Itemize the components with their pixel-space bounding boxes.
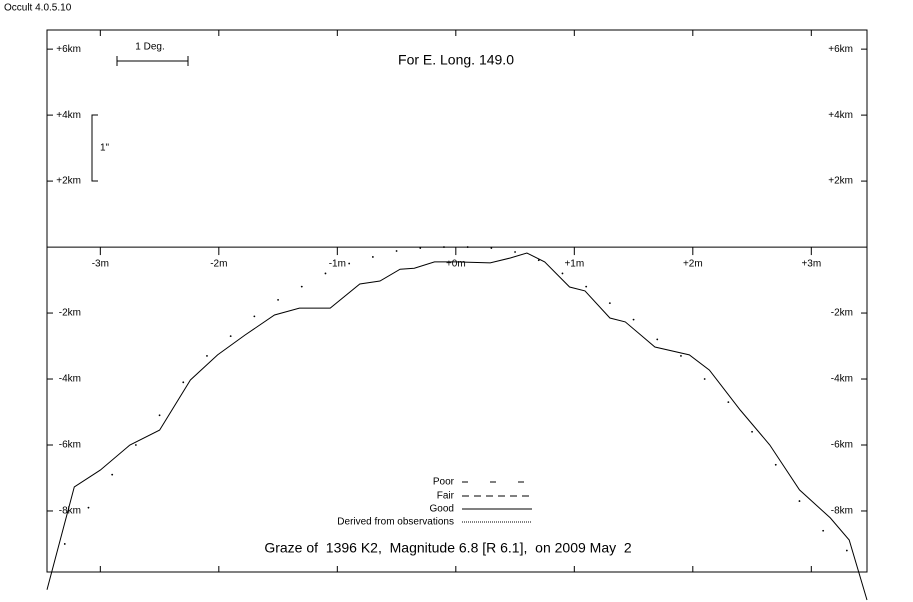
y-tick-label: -4km — [59, 374, 81, 385]
profile-dot — [300, 285, 303, 288]
profile-dot — [419, 247, 422, 249]
legend: Poor Fair Good Derived from observations — [337, 477, 532, 528]
profile-dot — [87, 506, 90, 509]
profile-dot — [134, 444, 137, 446]
y-tick-label: +6km — [828, 44, 853, 55]
profile-dot — [490, 247, 493, 249]
x-tick-label: -2m — [210, 259, 227, 270]
profile-dot — [561, 272, 564, 275]
profile-dot — [514, 251, 516, 253]
y-tick-label: -2km — [59, 308, 81, 319]
profile-dot — [845, 549, 848, 552]
profile-dot — [229, 335, 232, 338]
profile-dot — [395, 250, 398, 252]
profile-dot — [443, 246, 445, 248]
profile-dot — [206, 355, 208, 357]
y-tick-label: +2km — [56, 176, 81, 187]
y-tick-label: -8km — [831, 506, 853, 517]
profile-dot — [608, 302, 611, 305]
profile-dot — [371, 256, 374, 258]
y-tick-label: +4km — [828, 110, 853, 121]
profile-dot — [253, 315, 256, 318]
profile-dot — [680, 355, 682, 357]
profile-dot — [182, 381, 185, 384]
legend-label: Derived from observations — [337, 517, 454, 528]
legend-label: Poor — [433, 477, 455, 488]
scale-bracket-label: 1" — [100, 143, 110, 154]
profile-dot — [158, 414, 161, 417]
profile-dot — [727, 401, 730, 404]
chart-title: For E. Long. 149.0 — [398, 52, 514, 68]
profile-dot — [774, 463, 777, 466]
app-title: Occult 4.0.5.10 — [4, 3, 72, 14]
profile-dot — [703, 378, 706, 380]
legend-label: Good — [430, 504, 454, 515]
x-tick-label: +2m — [683, 259, 703, 270]
profile-dot — [324, 272, 327, 275]
y-tick-label: -2km — [831, 308, 853, 319]
y-tick-label: +4km — [56, 110, 81, 121]
profile-line — [46, 252, 868, 601]
y-tick-label: -6km — [59, 440, 81, 451]
x-tick-label: -3m — [92, 259, 109, 270]
profile-dot — [798, 500, 801, 502]
scale-bracket — [91, 114, 98, 182]
legend-label: Fair — [437, 491, 455, 502]
y-tick-label: -8km — [59, 506, 81, 517]
x-tick-label: +0m — [446, 259, 466, 270]
caption: Graze of 1396 K2, Magnitude 6.8 [R 6.1],… — [264, 540, 632, 556]
profile-dot — [466, 246, 469, 248]
y-tick-label: -6km — [831, 440, 853, 451]
profile-dot — [656, 338, 659, 341]
y-tick-label: +2km — [828, 176, 853, 187]
profile-dot — [632, 318, 635, 321]
y-tick-label: -4km — [831, 374, 853, 385]
plot-frame — [46, 29, 868, 573]
profile-dot — [277, 298, 279, 301]
x-tick-label: +1m — [564, 259, 584, 270]
profile-dot — [348, 262, 351, 265]
scale-bar-label: 1 Deg. — [135, 42, 164, 53]
profile-dot — [585, 285, 588, 288]
x-tick-label: -1m — [329, 259, 346, 270]
x-tick-label: +3m — [801, 259, 821, 270]
profile-dot — [63, 543, 66, 545]
profile-dot — [111, 473, 114, 476]
y-tick-label: +6km — [56, 44, 81, 55]
profile-dot — [822, 529, 825, 532]
profile-dot — [537, 259, 540, 262]
profile-dot — [751, 430, 753, 433]
